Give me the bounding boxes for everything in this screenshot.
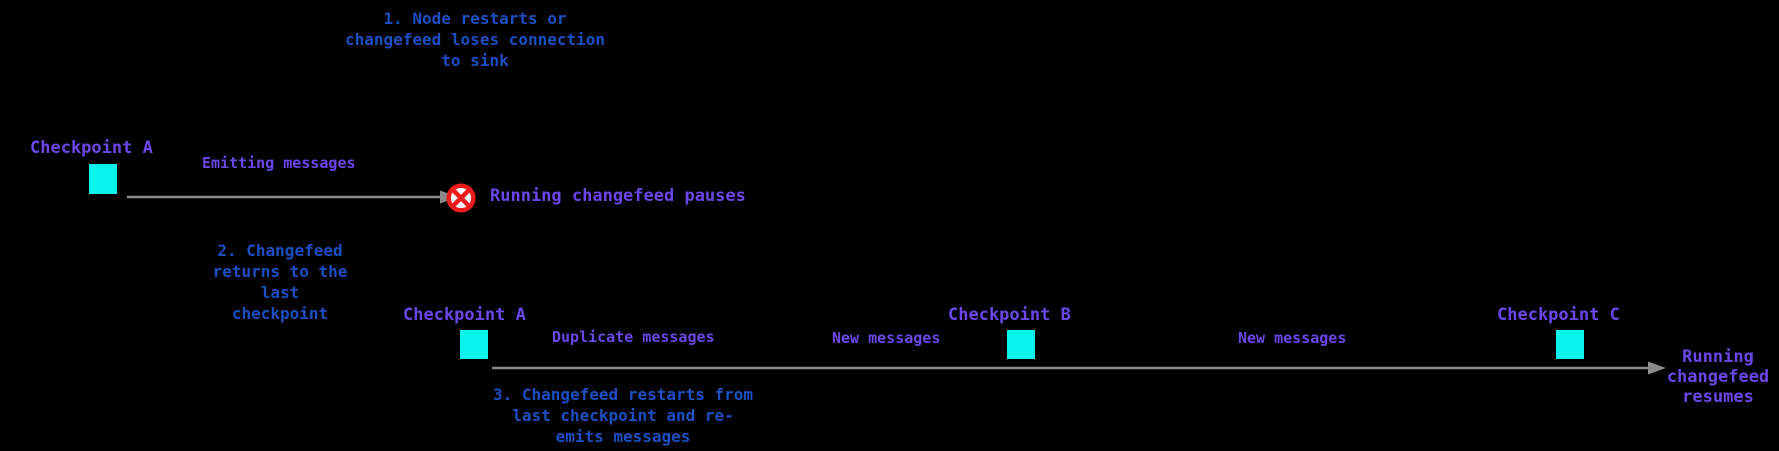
new-messages-label-2: New messages [1238,329,1347,347]
step2-note: 2. Changefeed returns to the last checkp… [212,241,348,323]
resume-label: Running changefeed resumes [1666,347,1770,407]
new-messages-label-1: New messages [832,329,941,347]
checkpoint-a2-marker [460,330,488,359]
checkpoint-a-label: Checkpoint A [30,138,153,158]
emitting-messages-label: Emitting messages [202,154,356,172]
checkpoint-c-marker [1556,330,1584,359]
checkpoint-a2-label: Checkpoint A [403,305,526,325]
timeline-arrow-1 [127,190,458,204]
duplicate-messages-label: Duplicate messages [552,328,715,346]
changefeed-paused-icon [446,183,476,213]
step3-note: 3. Changefeed restarts from last checkpo… [492,385,754,446]
step1-note: 1. Node restarts or changefeed loses con… [344,9,606,70]
checkpoint-b-marker [1007,330,1035,359]
checkpoint-c-label: Checkpoint C [1497,305,1620,325]
pause-label: Running changefeed pauses [490,186,746,206]
checkpoint-a-marker [89,164,117,194]
timeline-arrow-2 [492,361,1666,375]
checkpoint-b-label: Checkpoint B [948,305,1071,325]
